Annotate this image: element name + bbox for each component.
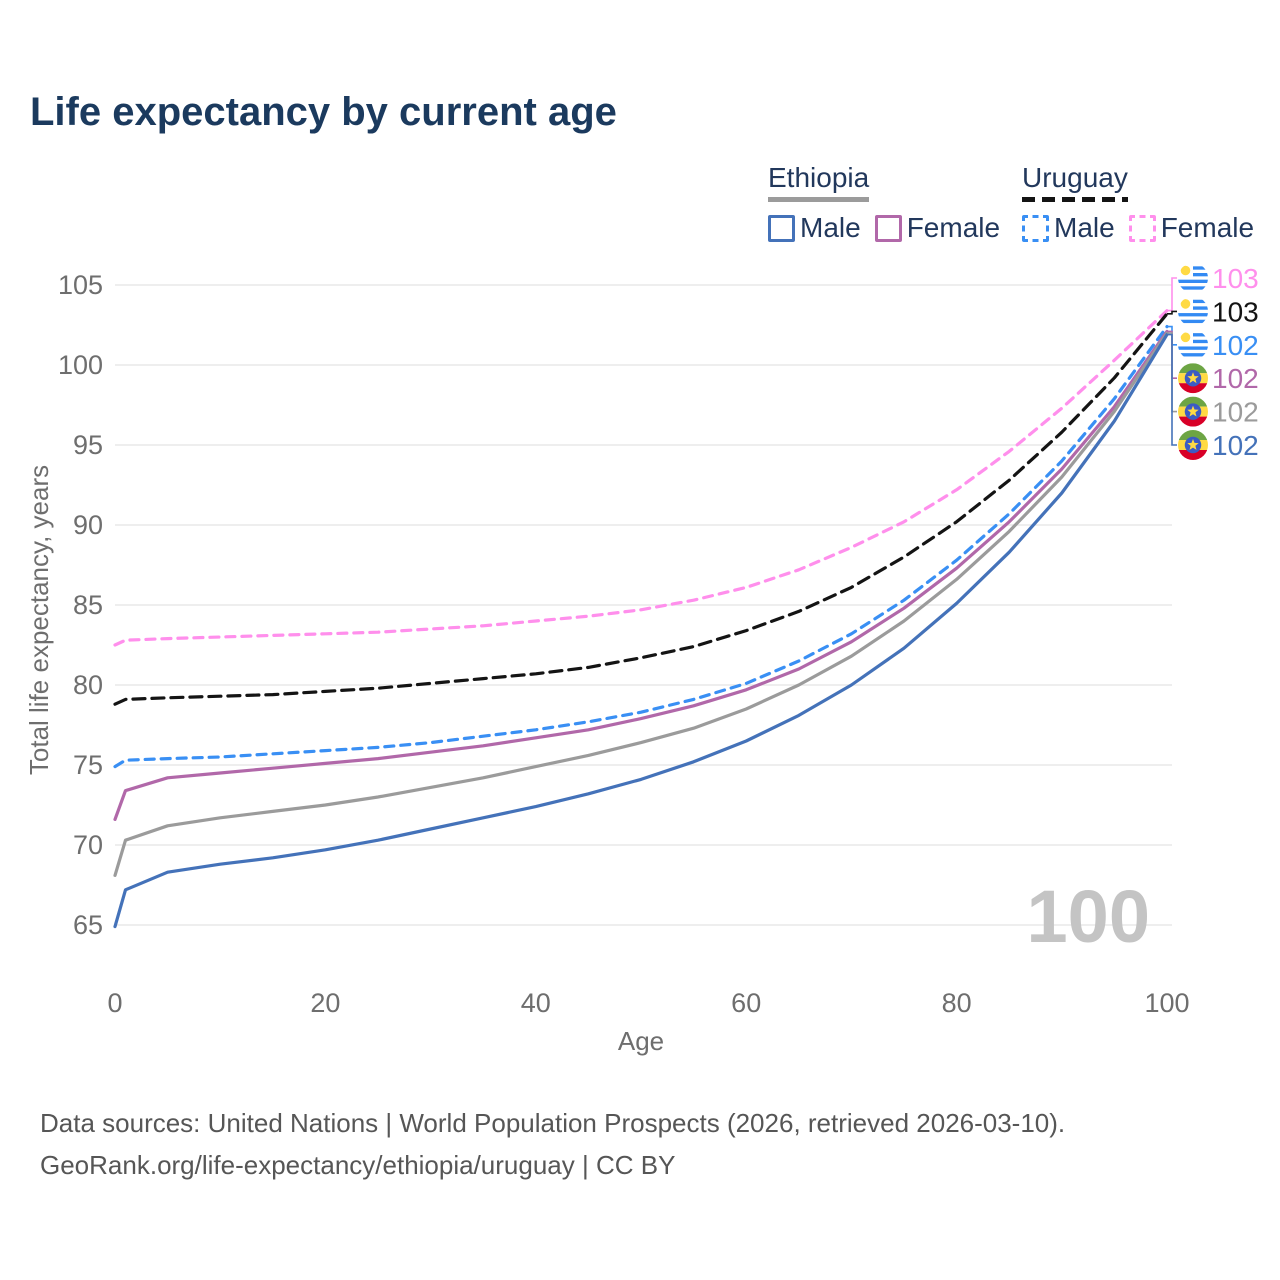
end-value-label-ethiopia-both-sexes: 102 xyxy=(1212,397,1259,428)
end-value-label-uruguay-both-sexes: 103 xyxy=(1212,296,1259,327)
end-value-label-uruguay-female: 103 xyxy=(1212,263,1259,294)
series-line-ethiopia-male[interactable] xyxy=(113,333,1169,929)
page-title: Life expectancy by current age xyxy=(30,90,617,134)
y-tick-65: 65 xyxy=(73,910,103,940)
x-tick-60: 60 xyxy=(731,988,761,1018)
uruguay-male-swatch xyxy=(1022,214,1049,242)
y-tick-85: 85 xyxy=(73,590,103,620)
uruguay-male-label: Male xyxy=(1054,212,1115,243)
uruguay-flag-icon xyxy=(1178,329,1208,360)
legend-header-uruguay[interactable]: Uruguay xyxy=(1022,162,1128,202)
x-tick-40: 40 xyxy=(521,988,551,1018)
y-tick-100: 100 xyxy=(58,350,103,380)
end-value-label-ethiopia-female: 102 xyxy=(1212,363,1259,394)
legend-group-ethiopia: Ethiopia Male Female xyxy=(768,162,1000,243)
ethiopia-female-label: Female xyxy=(906,212,1001,243)
x-axis-label: Age xyxy=(618,1026,664,1056)
y-tick-80: 80 xyxy=(73,670,103,700)
uruguay-total-line-swatch xyxy=(1022,197,1128,202)
legend-item-uruguay-female[interactable]: Female xyxy=(1128,212,1255,244)
y-tick-75: 75 xyxy=(73,750,103,780)
legend-header-uruguay-label: Uruguay xyxy=(1022,162,1128,193)
y-tick-70: 70 xyxy=(73,830,103,860)
y-tick-90: 90 xyxy=(73,510,103,540)
attribution-note: GeoRank.org/life-expectancy/ethiopia/uru… xyxy=(40,1150,676,1180)
y-tick-105: 105 xyxy=(58,270,103,300)
ethiopia-female-swatch xyxy=(874,214,902,242)
end-value-label-ethiopia-male: 102 xyxy=(1212,430,1259,461)
uruguay-flag-icon xyxy=(1178,296,1208,327)
leader-line-uruguay-female xyxy=(1167,277,1177,312)
ethiopia-total-line-swatch xyxy=(768,197,870,202)
x-tick-20: 20 xyxy=(310,988,340,1018)
x-tick-0: 0 xyxy=(107,988,122,1018)
ethiopia-male-label: Male xyxy=(800,212,861,243)
legend-group-uruguay: Uruguay Male Female xyxy=(1022,162,1254,243)
uruguay-female-label: Female xyxy=(1160,212,1255,243)
legend-header-ethiopia-label: Ethiopia xyxy=(768,162,870,193)
end-value-label-uruguay-male: 102 xyxy=(1212,330,1259,361)
legend-header-ethiopia[interactable]: Ethiopia xyxy=(768,162,870,202)
uruguay-female-swatch xyxy=(1128,214,1156,242)
x-tick-100: 100 xyxy=(1144,988,1189,1018)
ethiopia-flag-icon xyxy=(1178,396,1208,427)
legend-item-ethiopia-female[interactable]: Female xyxy=(874,212,1001,244)
ethiopia-male-swatch xyxy=(768,214,795,242)
ethiopia-flag-icon xyxy=(1178,363,1208,394)
y-tick-95: 95 xyxy=(73,430,103,460)
leader-line-uruguay-both-sexes xyxy=(1167,310,1177,315)
current-age-watermark: 100 xyxy=(1027,875,1150,958)
series-line-uruguay-both-sexes[interactable] xyxy=(113,312,1169,706)
y-axis-label: Total life expectancy, years xyxy=(24,465,54,775)
series-line-ethiopia-both-sexes[interactable] xyxy=(113,331,1169,878)
uruguay-flag-icon xyxy=(1178,263,1208,293)
legend: Ethiopia Male Female Uruguay Ma xyxy=(0,162,1280,243)
series-line-uruguay-female[interactable] xyxy=(113,309,1169,647)
ethiopia-flag-icon xyxy=(1178,430,1208,460)
x-tick-80: 80 xyxy=(942,988,972,1018)
legend-item-uruguay-male[interactable]: Male xyxy=(1022,212,1115,244)
leader-line-ethiopia-male xyxy=(1167,333,1177,446)
data-source-note: Data sources: United Nations | World Pop… xyxy=(40,1108,1066,1138)
series-line-ethiopia-female[interactable] xyxy=(113,329,1169,822)
legend-item-ethiopia-male[interactable]: Male xyxy=(768,212,861,244)
series-line-uruguay-male[interactable] xyxy=(113,325,1169,769)
